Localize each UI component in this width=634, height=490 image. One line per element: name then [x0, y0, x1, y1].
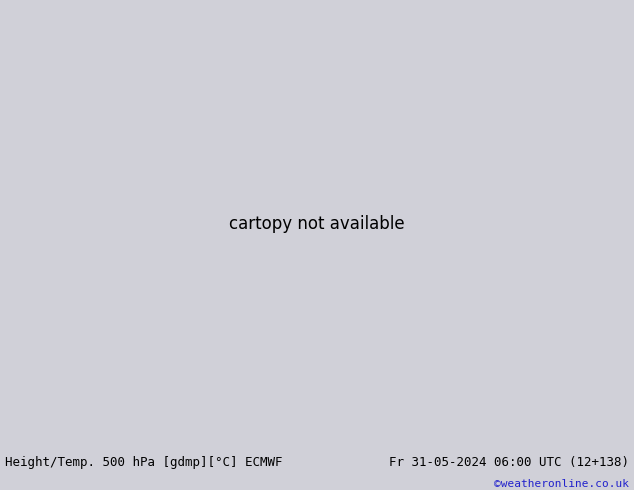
Text: cartopy not available: cartopy not available: [229, 215, 405, 233]
Text: Fr 31-05-2024 06:00 UTC (12+138): Fr 31-05-2024 06:00 UTC (12+138): [389, 456, 629, 469]
Text: ©weatheronline.co.uk: ©weatheronline.co.uk: [494, 479, 629, 489]
Text: Height/Temp. 500 hPa [gdmp][°C] ECMWF: Height/Temp. 500 hPa [gdmp][°C] ECMWF: [5, 456, 283, 469]
